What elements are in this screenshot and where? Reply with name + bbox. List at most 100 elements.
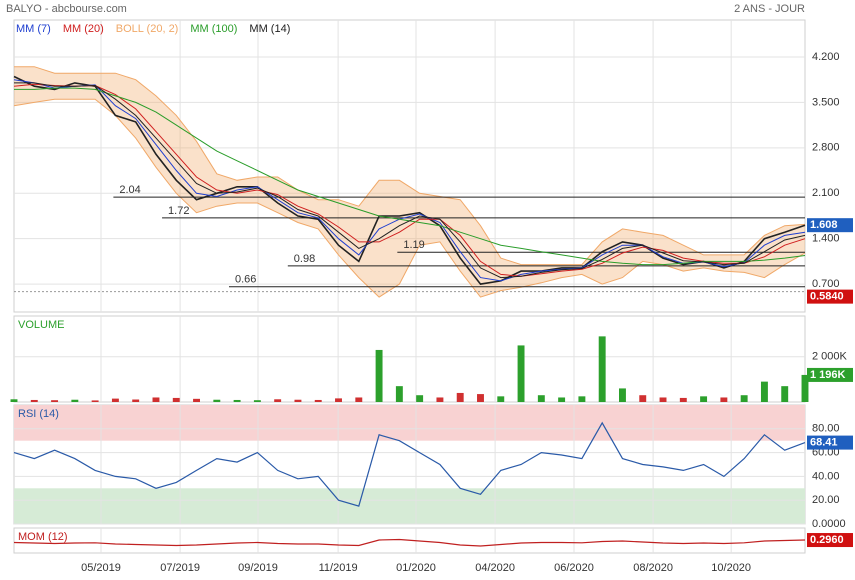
bollinger-lower	[13, 98, 806, 298]
value-label: 0.5840	[810, 291, 844, 303]
y-tick-label: 20.00	[812, 494, 840, 506]
value-box	[807, 435, 853, 450]
panel-title: VOLUME	[18, 319, 64, 331]
line	[13, 421, 806, 507]
volume-bar	[233, 399, 241, 402]
level-label: 0.66	[235, 274, 256, 286]
x-tick-label: 08/2020	[633, 562, 673, 574]
panel-frame	[13, 315, 806, 403]
volume-bar	[760, 381, 768, 402]
volume-bar	[679, 397, 687, 402]
value-box	[807, 367, 853, 382]
volume-bar	[781, 386, 789, 402]
legend-entry: BOLL (20, 2)	[116, 23, 179, 35]
value-label: 1 196K	[810, 369, 846, 381]
y-tick-label: 40.00	[812, 470, 840, 482]
legend-entry: MM (7)	[16, 23, 51, 35]
x-tick-label: 10/2020	[711, 562, 751, 574]
volume-bar	[213, 399, 221, 402]
x-tick-label: 01/2020	[396, 562, 436, 574]
volume-bar	[740, 395, 748, 402]
level-label: 1.72	[168, 205, 189, 217]
value-label: 0.2960	[810, 534, 844, 546]
volume-bar	[456, 392, 464, 402]
volume-bar	[375, 349, 383, 402]
value-box	[807, 289, 853, 304]
volume-bar	[801, 374, 809, 402]
value-label: 1.608	[810, 219, 838, 231]
y-tick-label: 4.200	[812, 51, 840, 63]
line	[13, 75, 806, 285]
y-tick-label: 1.400	[812, 233, 840, 245]
bollinger-band	[14, 66, 805, 298]
x-tick-label: 06/2020	[554, 562, 594, 574]
volume-bar	[111, 398, 119, 402]
y-tick-label: 2 000K	[812, 351, 848, 363]
y-tick-label: 0.700	[812, 278, 840, 290]
panel-frame	[13, 19, 806, 313]
level-label: 1.19	[403, 239, 424, 251]
line	[13, 538, 806, 547]
legend-entry: MM (20)	[63, 23, 104, 35]
volume-bar	[10, 399, 18, 402]
bollinger-upper	[14, 66, 806, 266]
volume-bar	[639, 395, 647, 402]
value-label: 68.41	[810, 436, 838, 448]
y-tick-label: 2.100	[812, 187, 840, 199]
value-box	[807, 218, 853, 233]
volume-bar	[91, 400, 99, 402]
chart-title: BALYO - abcbourse.com	[6, 3, 127, 15]
volume-bar	[537, 395, 545, 402]
moving-average	[13, 79, 806, 282]
volume-bar	[619, 388, 626, 402]
y-tick-label: 2.800	[812, 142, 840, 154]
volume-bar	[659, 397, 667, 402]
level-label: 0.98	[294, 253, 315, 265]
moving-average	[13, 83, 806, 277]
volume-bar	[132, 399, 140, 402]
panel-title: MOM (12)	[18, 531, 68, 543]
x-tick-label: 09/2019	[238, 562, 278, 574]
panel-title: RSI (14)	[18, 408, 59, 420]
legend-entry: MM (14)	[249, 23, 290, 35]
x-tick-label: 04/2020	[475, 562, 515, 574]
volume-bar	[395, 386, 403, 402]
x-tick-label: 11/2019	[319, 562, 358, 574]
volume-bar	[253, 400, 261, 402]
volume-bar	[558, 397, 566, 402]
volume-bar	[497, 396, 505, 402]
volume-bar	[294, 399, 302, 402]
volume-bar	[172, 397, 180, 402]
y-tick-label: 80.00	[812, 423, 840, 435]
volume-bar	[436, 397, 444, 402]
volume-bar	[30, 399, 38, 402]
level-label: 2.04	[119, 184, 140, 196]
zone	[14, 405, 805, 441]
volume-bar	[193, 398, 200, 402]
volume-bar	[517, 345, 525, 402]
value-box	[807, 533, 853, 548]
legend-entry: MM (100)	[190, 23, 237, 35]
volume-bar	[51, 400, 59, 402]
volume-bar	[274, 399, 282, 402]
moving-average	[14, 82, 806, 279]
x-tick-label: 07/2019	[160, 562, 200, 574]
zone	[14, 488, 805, 524]
volume-bar	[416, 395, 424, 402]
x-tick-label: 05/2019	[81, 562, 121, 574]
volume-bar	[335, 398, 342, 402]
volume-bar	[477, 394, 484, 402]
y-tick-label: 0.0000	[812, 518, 846, 530]
y-tick-label: 3.500	[812, 96, 840, 108]
period: 2 ANS - JOUR	[734, 3, 805, 15]
volume-bar	[598, 336, 606, 402]
volume-bar	[314, 399, 322, 402]
volume-bar	[355, 397, 363, 402]
volume-bar	[700, 396, 708, 402]
volume-bar	[152, 397, 160, 402]
volume-bar	[578, 396, 586, 402]
volume-bar	[720, 397, 728, 402]
volume-bar	[71, 399, 79, 402]
